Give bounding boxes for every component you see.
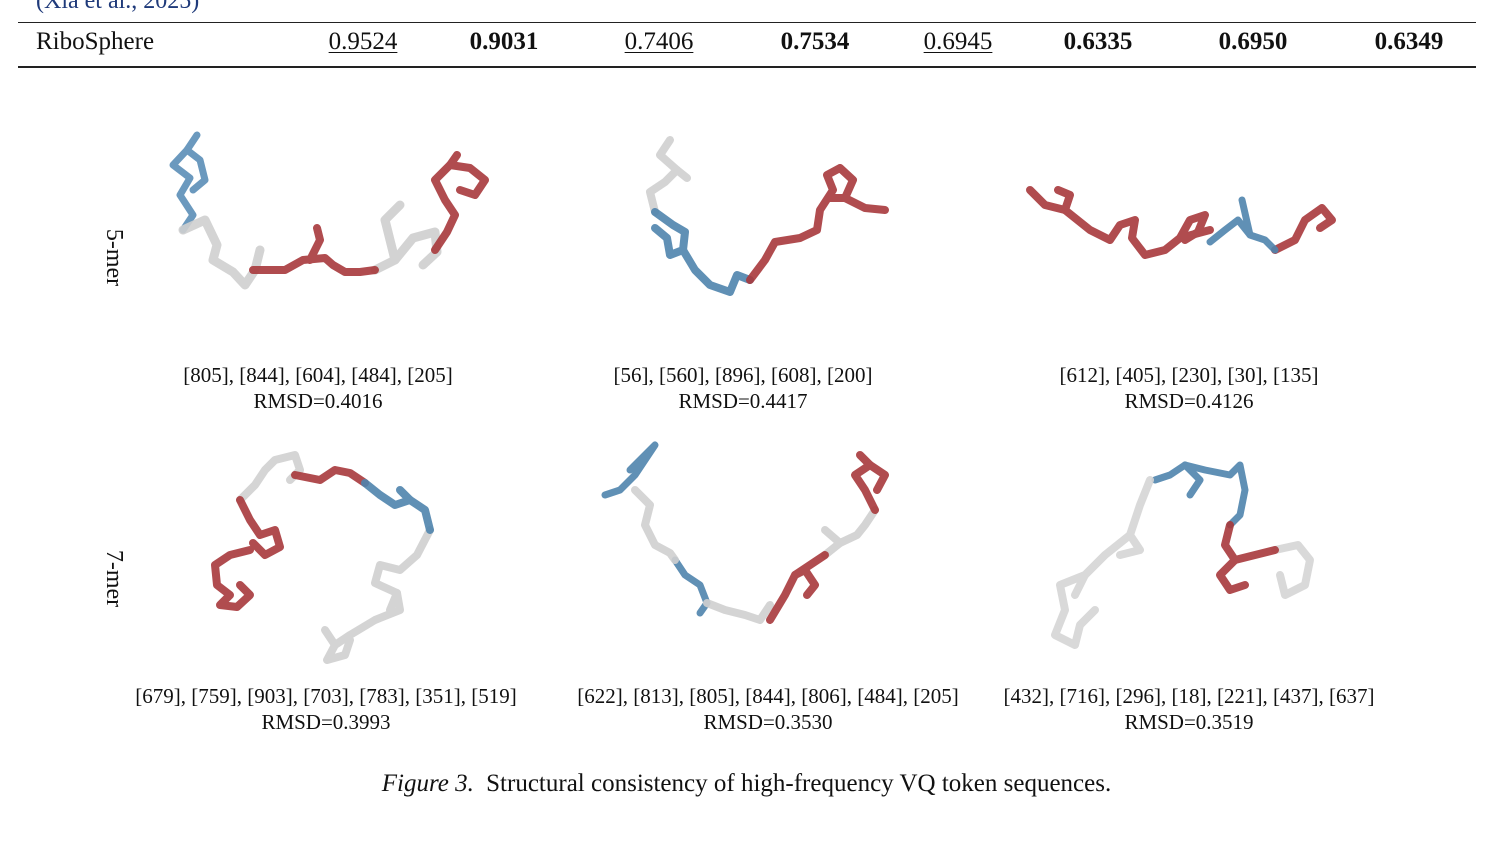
- structure-panel-5: [595, 435, 1035, 680]
- table-cell: 0.7534: [780, 28, 850, 55]
- token-list: [56], [560], [896], [608], [200]: [613, 363, 873, 387]
- rna-structure-image: [646, 136, 889, 296]
- panel-caption-1: [805], [844], [604], [484], [205] RMSD=0…: [183, 362, 452, 414]
- panel-caption-2: [56], [560], [896], [608], [200] RMSD=0.…: [614, 362, 873, 414]
- rmsd-value: RMSD=0.4417: [678, 389, 808, 413]
- table-cell: 0.6349: [1374, 28, 1444, 55]
- rna-structure-image: [601, 441, 889, 624]
- token-list: [432], [716], [296], [18], [221], [437],…: [1003, 684, 1375, 708]
- table-rule-bottom: [18, 66, 1476, 68]
- token-list: [805], [844], [604], [484], [205]: [183, 363, 453, 387]
- figure-caption-text: Structural consistency of high-frequency…: [486, 770, 1112, 797]
- panel-caption-6: [432], [716], [296], [18], [221], [437],…: [1004, 683, 1375, 735]
- panel-caption-4: [679], [759], [903], [703], [783], [351]…: [135, 683, 516, 735]
- token-list: [622], [813], [805], [844], [806], [484]…: [577, 684, 959, 708]
- rmsd-value: RMSD=0.4126: [1124, 389, 1254, 413]
- table-cell: 0.6335: [1063, 28, 1133, 55]
- structure-panel-4: [185, 435, 625, 680]
- rna-structure-image: [169, 131, 489, 290]
- structure-panel-6: [1030, 435, 1470, 680]
- figure-caption: Figure 3. Structural consistency of high…: [0, 770, 1493, 798]
- rna-structure-image: [211, 451, 434, 664]
- figure-label: Figure 3.: [381, 770, 474, 797]
- rmsd-value: RMSD=0.3993: [261, 710, 391, 734]
- rna-structure-image: [1026, 186, 1336, 259]
- table-rule-top: [18, 22, 1476, 23]
- rmsd-value: RMSD=0.4016: [253, 389, 383, 413]
- table-cell: 0.6950: [1218, 28, 1288, 55]
- table-cell: 0.9031: [469, 28, 539, 55]
- panel-caption-5: [622], [813], [805], [844], [806], [484]…: [577, 683, 958, 735]
- table-cell: 0.9524: [328, 28, 398, 55]
- rmsd-value: RMSD=0.3519: [1124, 710, 1254, 734]
- table-row-label: RiboSphere: [36, 28, 155, 55]
- token-list: [612], [405], [230], [30], [135]: [1059, 363, 1319, 387]
- row-label-5mer: 5-mer: [101, 228, 128, 287]
- citation-text[interactable]: (Xia et al., 2025): [36, 0, 200, 14]
- token-list: [679], [759], [903], [703], [783], [351]…: [135, 684, 517, 708]
- rna-structure-image: [1051, 461, 1314, 649]
- row-label-7mer: 7-mer: [101, 549, 128, 608]
- structure-panel-2: [555, 120, 995, 365]
- table-cell: 0.6945: [923, 28, 993, 55]
- table-cell: 0.7406: [624, 28, 694, 55]
- structure-panel-3: [1010, 120, 1450, 365]
- panel-caption-3: [612], [405], [230], [30], [135] RMSD=0.…: [1060, 362, 1319, 414]
- rmsd-value: RMSD=0.3530: [703, 710, 833, 734]
- structure-panel-1: [145, 120, 585, 365]
